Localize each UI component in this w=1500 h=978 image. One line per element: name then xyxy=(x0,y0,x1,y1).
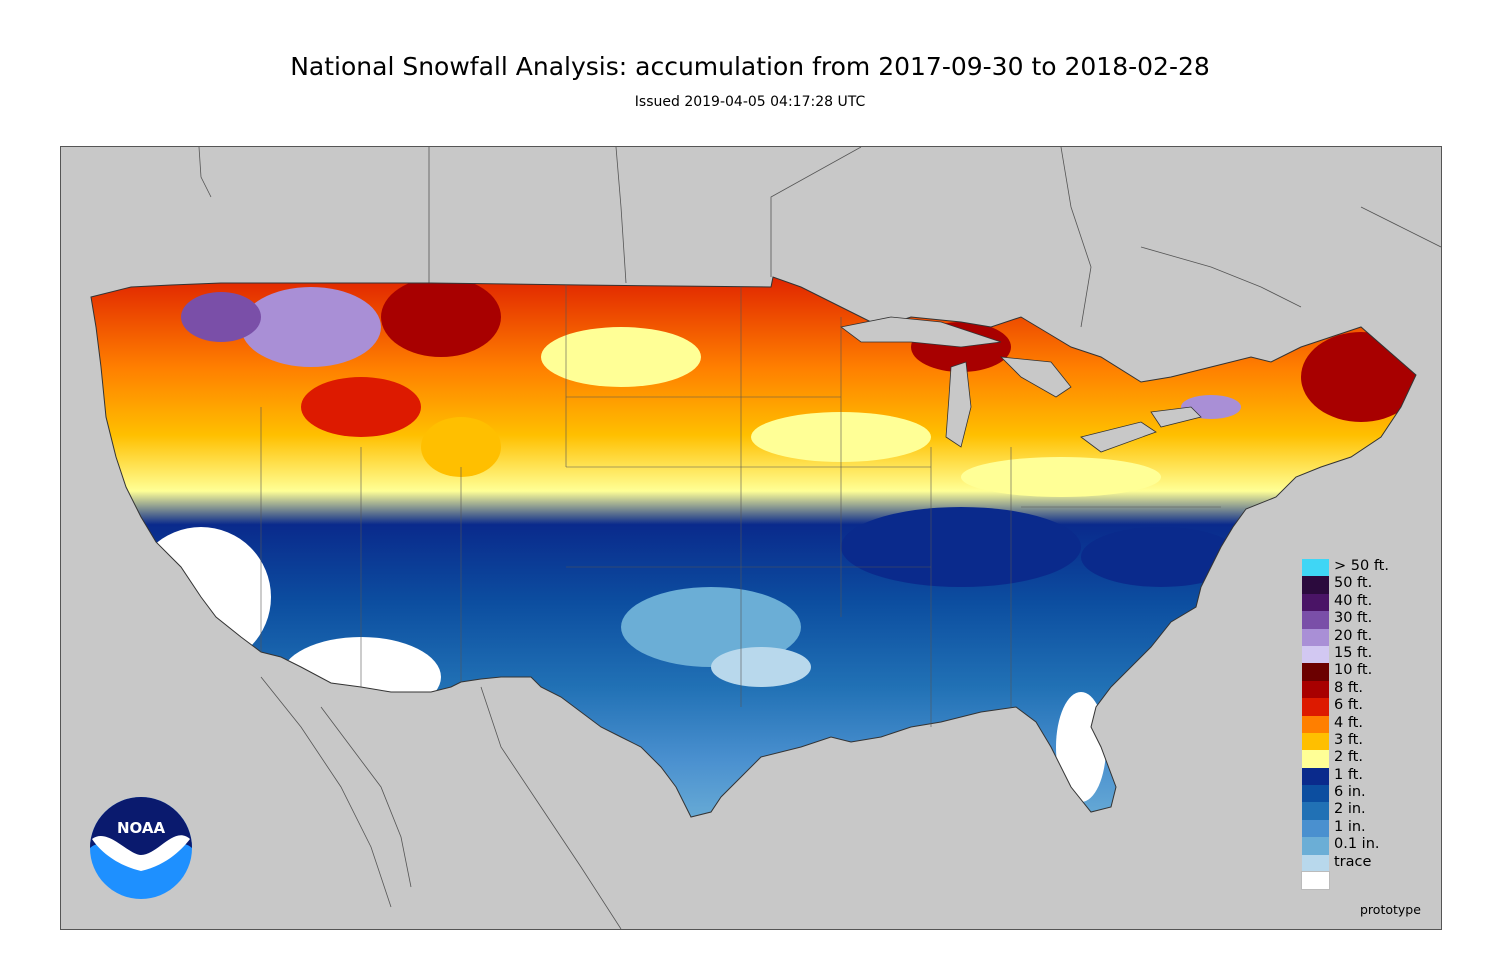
legend-swatch xyxy=(1302,576,1329,594)
legend-label: 15 ft. xyxy=(1334,644,1373,661)
legend-swatch xyxy=(1302,750,1329,768)
great-lakes xyxy=(840,316,1202,453)
legend-swatch xyxy=(1302,680,1329,699)
legend-item: 2 in. xyxy=(1302,801,1412,820)
legend-label: > 50 ft. xyxy=(1334,558,1389,574)
legend-swatch xyxy=(1301,871,1330,891)
legend-swatch xyxy=(1302,732,1329,751)
legend-label: 1 ft. xyxy=(1334,766,1363,783)
legend-label: trace xyxy=(1334,853,1372,870)
legend-item: 15 ft. xyxy=(1302,644,1412,664)
legend-label: 6 ft. xyxy=(1334,697,1363,714)
legend-label: 1 in. xyxy=(1334,818,1366,835)
noaa-logo-graphic: NOAA xyxy=(90,797,192,899)
legend-item: 4 ft. xyxy=(1302,714,1412,733)
legend-swatch xyxy=(1302,645,1329,664)
snowfall-raster xyxy=(91,277,1416,817)
legend-item: 6 in. xyxy=(1302,784,1412,803)
legend-label: 0.1 in. xyxy=(1334,836,1380,853)
legend-item xyxy=(1301,871,1412,891)
noaa-logo: NOAA xyxy=(88,795,194,901)
legend-item: trace xyxy=(1302,853,1412,873)
color-legend: > 50 ft. 50 ft. 40 ft. 30 ft. 20 ft. 15 ft. 10… xyxy=(1301,558,1412,891)
neighbor-borders xyxy=(198,147,1441,929)
legend-swatch xyxy=(1302,593,1329,612)
legend-swatch xyxy=(1302,559,1329,577)
noaa-logo-text: NOAA xyxy=(117,819,166,837)
legend-item: 10 ft. xyxy=(1302,662,1412,681)
prototype-note: prototype xyxy=(1360,902,1421,917)
legend-swatch xyxy=(1302,819,1329,838)
legend-swatch xyxy=(1302,837,1329,855)
legend-label: 50 ft. xyxy=(1334,575,1373,592)
legend-item: 0.1 in. xyxy=(1302,836,1412,855)
chart-title: National Snowfall Analysis: accumulation… xyxy=(290,52,1210,81)
legend-label: 3 ft. xyxy=(1334,731,1363,748)
legend-item: > 50 ft. xyxy=(1302,558,1412,577)
legend-swatch xyxy=(1302,802,1329,820)
legend-swatch xyxy=(1302,854,1329,873)
map-svg xyxy=(90,147,1441,929)
legend-swatch xyxy=(1302,785,1329,803)
legend-swatch xyxy=(1302,715,1329,733)
state-borders xyxy=(260,285,1221,727)
legend-label: 20 ft. xyxy=(1334,627,1373,644)
legend-swatch xyxy=(1302,663,1329,681)
legend-item: 6 ft. xyxy=(1302,697,1412,716)
legend-item: 2 ft. xyxy=(1302,749,1412,768)
legend-swatch xyxy=(1302,611,1329,629)
legend-label: 6 in. xyxy=(1334,784,1366,801)
legend-label: 30 ft. xyxy=(1334,610,1373,627)
legend-swatch xyxy=(1302,628,1329,646)
us-outline xyxy=(90,276,1417,818)
legend-item: 30 ft. xyxy=(1302,610,1412,629)
legend-label: 2 in. xyxy=(1334,801,1366,818)
legend-label: 2 ft. xyxy=(1334,749,1363,766)
legend-label: 40 ft. xyxy=(1334,592,1373,609)
legend-item: 20 ft. xyxy=(1302,627,1412,646)
legend-item: 40 ft. xyxy=(1302,592,1412,612)
legend-item: 3 ft. xyxy=(1302,731,1412,751)
legend-item: 1 in. xyxy=(1302,818,1412,838)
legend-label: 8 ft. xyxy=(1334,679,1363,696)
legend-item: 50 ft. xyxy=(1302,575,1412,594)
snowfall-map xyxy=(60,146,1442,930)
legend-swatch xyxy=(1302,767,1329,786)
legend-swatch xyxy=(1302,698,1329,716)
issued-timestamp: Issued 2019-04-05 04:17:28 UTC xyxy=(634,94,866,110)
legend-label: 10 ft. xyxy=(1334,662,1373,679)
legend-label: 4 ft. xyxy=(1334,714,1363,731)
legend-item: 1 ft. xyxy=(1302,766,1412,786)
legend-item: 8 ft. xyxy=(1302,679,1412,699)
